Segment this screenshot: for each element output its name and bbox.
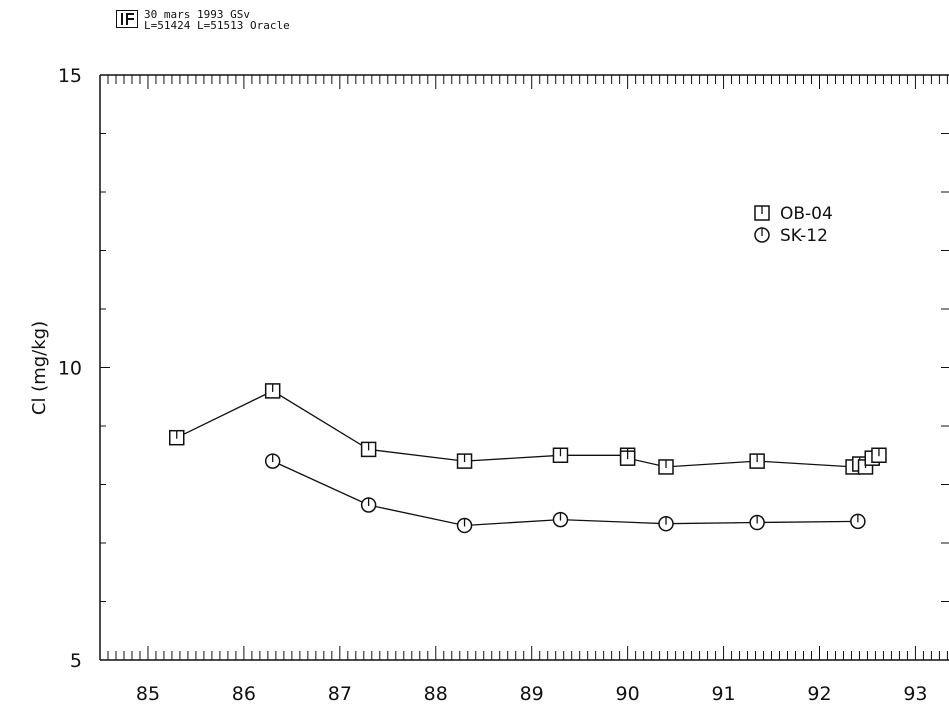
y-tick-label: 10 (58, 358, 82, 380)
y-axis-label: Cl (mg/kg) (29, 321, 50, 415)
header-id-line: L=51424 L=51513 Oracle (144, 19, 290, 32)
axis-ticks (99, 74, 949, 661)
data-point-ob-04 (264, 383, 281, 399)
logo-icon (116, 10, 138, 28)
legend-label: OB-04 (780, 204, 833, 224)
series-line-ob-04 (176, 390, 880, 468)
x-tick-label: 86 (232, 683, 256, 705)
data-markers (168, 383, 887, 534)
data-point-sk-12 (850, 513, 866, 530)
legend-marker-ob-04 (754, 205, 770, 221)
x-tick-label: 92 (807, 683, 831, 705)
x-tick-label: 85 (136, 683, 160, 705)
tick-labels: 85 86 87 88 89 90 91 92 93 5 10 15 (58, 65, 928, 705)
y-tick-label: 5 (70, 650, 82, 672)
data-point-sk-12 (264, 453, 281, 469)
data-point-sk-12 (749, 514, 765, 531)
x-tick-label: 89 (520, 683, 544, 705)
plot-frame (99, 74, 949, 661)
data-point-ob-04 (871, 447, 887, 463)
header-date-line: 30 mars 1993 GSv (144, 8, 250, 21)
data-point-sk-12 (658, 515, 674, 532)
data-point-sk-12 (360, 497, 377, 513)
legend-label: SK-12 (780, 226, 828, 246)
data-point-ob-04 (360, 441, 377, 458)
data-point-ob-04 (658, 459, 674, 475)
y-tick-label: 15 (58, 65, 82, 87)
data-point-ob-04 (168, 429, 185, 446)
x-tick-label: 87 (328, 683, 352, 705)
data-point-ob-04 (619, 450, 636, 466)
data-point-ob-04 (552, 447, 569, 463)
x-tick-label: 90 (616, 683, 640, 705)
x-tick-label: 88 (424, 683, 448, 705)
legend-marker-sk-12 (754, 227, 770, 243)
series-lines (176, 390, 880, 527)
data-point-ob-04 (749, 453, 765, 469)
data-point-sk-12 (552, 511, 569, 528)
x-tick-label: 93 (903, 683, 927, 705)
x-tick-label: 91 (711, 683, 735, 705)
data-point-sk-12 (456, 517, 473, 534)
data-point-ob-04 (456, 453, 473, 469)
